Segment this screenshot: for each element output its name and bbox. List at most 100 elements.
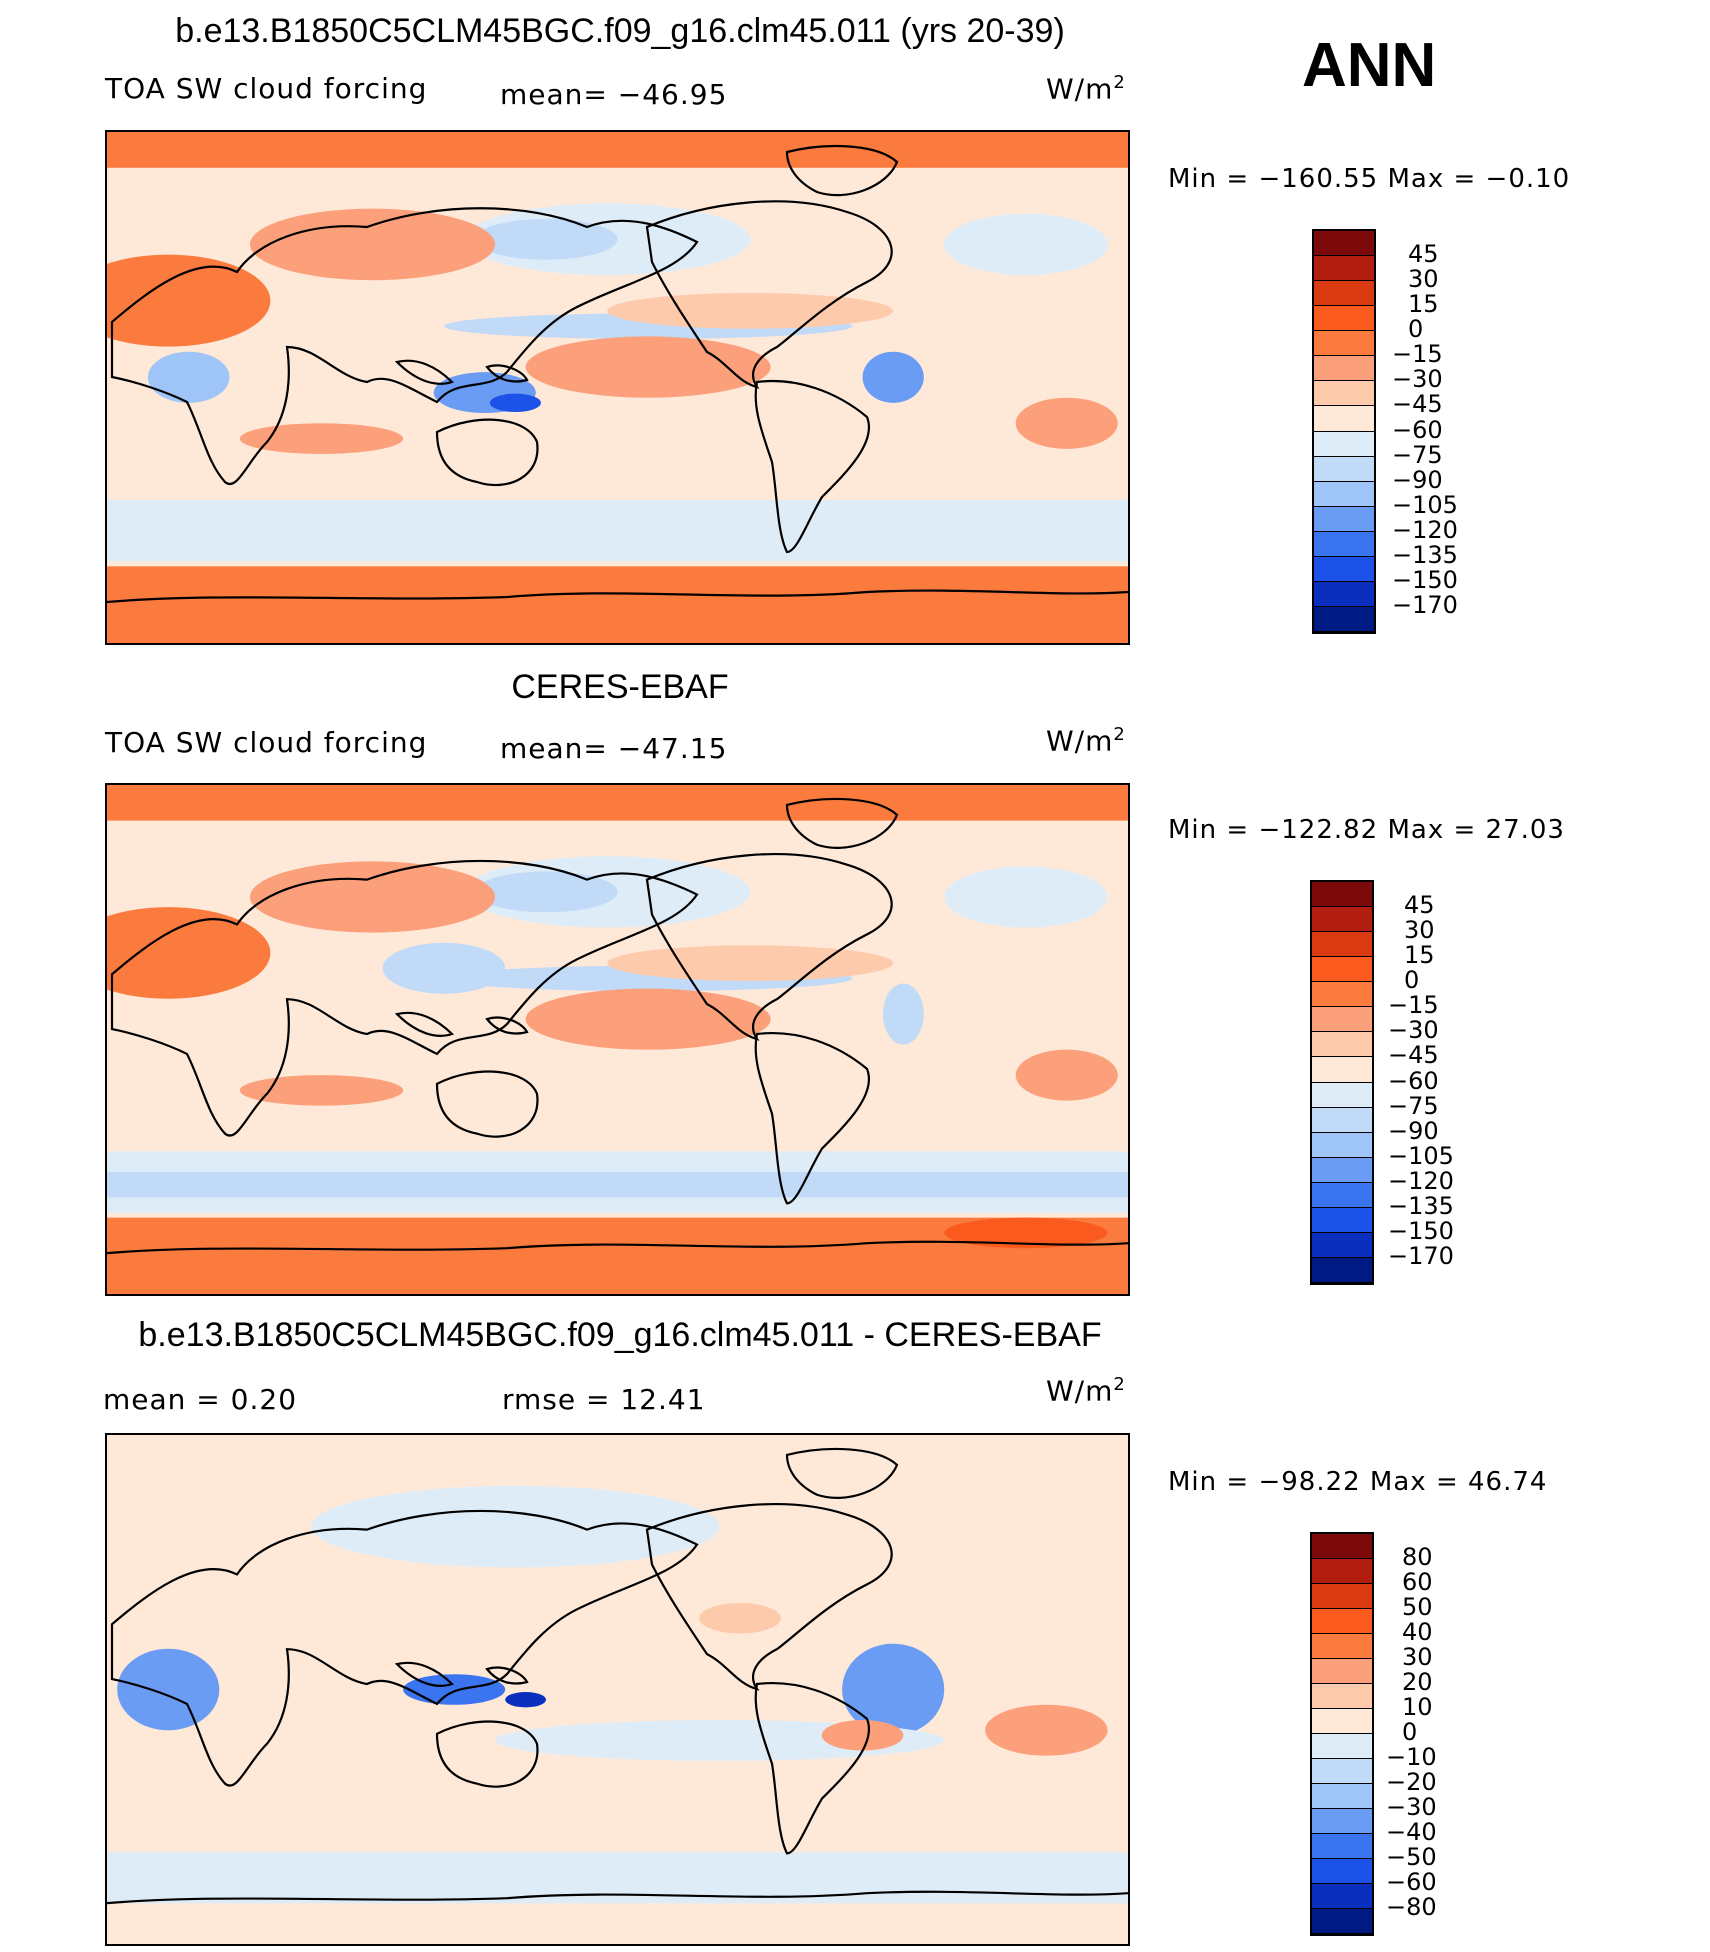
colorbar-segment (1312, 1734, 1372, 1759)
coastline (394, 1011, 455, 1037)
colorbar-tick-label: 0 (1402, 1718, 1418, 1746)
coastline (485, 1016, 529, 1035)
colorbar-segment (1312, 1057, 1372, 1083)
indian-ocean-clear (239, 1075, 404, 1106)
colorbar-tick-label: −90 (1388, 1116, 1439, 1145)
coastline (107, 1890, 1128, 1905)
colorbar-tick-label: 80 (1402, 1543, 1433, 1571)
colorbar-tick-label: −105 (1392, 490, 1458, 519)
colorbar-segment (1312, 1132, 1372, 1158)
coastline (435, 418, 539, 487)
colorbar-segment (1312, 1032, 1372, 1058)
colorbar-segment (1312, 1809, 1372, 1834)
obs-map (105, 783, 1130, 1296)
north-pacific-core (474, 871, 618, 913)
colorbar-tick-label: 45 (1408, 240, 1439, 269)
colorbar-segment (1314, 556, 1374, 582)
panel-title: b.e13.B1850C5CLM45BGC.f09_g16.clm45.011 … (138, 1316, 1102, 1354)
colorbar-segment (1312, 1207, 1372, 1233)
colorbar-segment (1312, 1182, 1372, 1208)
namibia-bias (985, 1704, 1108, 1756)
colorbar-segment (1314, 356, 1374, 382)
colorbar-segment (1312, 1709, 1372, 1734)
colorbar (1310, 1532, 1374, 1936)
antarctic-band (107, 566, 1128, 643)
coastline (645, 1503, 893, 1691)
colorbar-segment (1312, 1257, 1372, 1283)
north-atlantic-cloud (944, 866, 1108, 928)
maritime-bias (403, 1674, 506, 1705)
colorbar-tick-label: −135 (1388, 1191, 1454, 1220)
colorbar-tick-label: 30 (1408, 265, 1439, 294)
difference-contour-map (107, 1435, 1128, 1944)
colorbar-segment (1314, 306, 1374, 332)
colorbar-segment (1314, 406, 1374, 432)
se-pacific-clear (525, 988, 771, 1050)
colorbar-segment (1314, 581, 1374, 607)
colorbar-tick-label: −150 (1388, 1216, 1454, 1245)
coastline (785, 1447, 899, 1499)
north-pacific-positive (699, 1602, 781, 1634)
coastline (645, 853, 893, 1041)
south-america-bias (842, 1643, 945, 1736)
north-pacific-bias (311, 1485, 720, 1568)
colorbar-segment (1312, 1634, 1372, 1659)
field-label: TOA SW cloud forcing (105, 72, 428, 105)
colorbar-segment (1312, 1559, 1372, 1584)
colorbar-segment (1314, 431, 1374, 457)
colorbar-segment (1312, 1584, 1372, 1609)
north-pacific-core (474, 218, 618, 260)
colorbar-tick-label: −170 (1392, 590, 1458, 619)
colorbar-tick-label: −30 (1392, 365, 1443, 394)
colorbar-tick-label: 0 (1408, 315, 1424, 344)
colorbar-tick-label: −30 (1386, 1793, 1437, 1821)
east-pacific-band (607, 945, 894, 981)
panel-title: b.e13.B1850C5CLM45BGC.f09_g16.clm45.011 … (175, 12, 1065, 50)
units-label: W/m2 (1046, 72, 1126, 106)
colorbar-tick-label: −170 (1388, 1241, 1454, 1270)
colorbar-segment (1312, 1659, 1372, 1684)
colorbar-tick-label: −80 (1386, 1893, 1437, 1921)
east-pacific-band (607, 292, 894, 329)
coastline (754, 1032, 870, 1205)
mean-label: mean= −46.95 (500, 78, 728, 111)
southern-ocean-core (107, 1171, 1128, 1198)
colorbar-segment (1312, 882, 1372, 908)
coastline (110, 207, 699, 486)
coastline (394, 359, 455, 385)
sahara-region (107, 254, 271, 347)
model-contour-map (107, 132, 1128, 643)
colorbar-segment (1312, 932, 1372, 958)
coastline (107, 1240, 1128, 1255)
colorbar-segment (1312, 1082, 1372, 1108)
coastline (394, 1661, 455, 1687)
colorbar-segment (1312, 1534, 1372, 1559)
panel-title: CERES-EBAF (511, 668, 729, 706)
colorbar-segment (1312, 982, 1372, 1008)
colorbar-tick-label: −120 (1388, 1166, 1454, 1195)
congo-cloud (147, 351, 230, 403)
model-map (105, 130, 1130, 645)
antarctic-bright (944, 1217, 1108, 1249)
coastline (110, 1509, 699, 1787)
coastline (110, 859, 699, 1137)
colorbar-tick-label: −60 (1386, 1868, 1437, 1896)
colorbar-tick-label: −60 (1392, 415, 1443, 444)
colorbar-segment (1312, 1157, 1372, 1183)
colorbar-segment (1312, 1784, 1372, 1809)
colorbar-tick-label: 0 (1404, 966, 1420, 995)
colorbar-segment (1314, 331, 1374, 357)
coastline (754, 380, 870, 554)
coastline (645, 200, 893, 389)
indian-ocean-clear (239, 423, 404, 454)
asia-region (249, 861, 495, 933)
colorbar-tick-label: 60 (1402, 1568, 1433, 1596)
colorbar-tick-label: 30 (1402, 1643, 1433, 1671)
minmax-label: Min = −98.22 Max = 46.74 (1168, 1467, 1548, 1497)
se-pacific-clear (525, 336, 771, 398)
africa-bias (117, 1648, 220, 1731)
colorbar-tick-label: −45 (1392, 390, 1443, 419)
units-label: W/m2 (1046, 724, 1126, 758)
north-atlantic-cloud (944, 213, 1108, 276)
colorbar-tick-label: −120 (1392, 515, 1458, 544)
